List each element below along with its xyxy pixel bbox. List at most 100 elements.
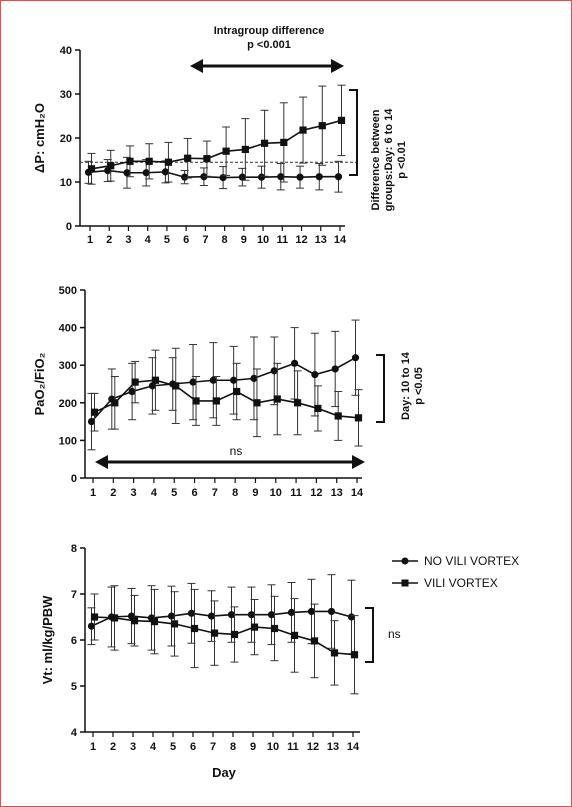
x-tick-label: 9	[250, 741, 256, 753]
intragroup-p-value: p <0.001	[247, 39, 291, 51]
data-point-no-vili	[277, 173, 285, 181]
x-tick-label: 3	[125, 234, 131, 246]
data-point-vili	[172, 382, 180, 390]
x-tick-label: 1	[90, 487, 96, 499]
y-tick-label: 6	[71, 635, 77, 647]
data-point-vili	[354, 414, 363, 422]
data-point-vili	[192, 397, 200, 405]
between-groups-line-1: Difference between	[370, 109, 382, 210]
x-tick-label: 2	[106, 234, 112, 246]
legend: NO VILI VORTEX VILI VORTEX	[392, 554, 519, 590]
x-tick-label: 8	[232, 487, 238, 499]
data-point-vili	[260, 139, 269, 147]
x-tick-label: 8	[230, 741, 236, 753]
data-point-no-vili	[167, 612, 176, 620]
data-point-vili	[184, 154, 192, 162]
panel2-ns-label: ns	[230, 444, 243, 458]
data-point-no-vili	[148, 382, 157, 390]
x-tick-label: 12	[310, 487, 322, 499]
day-range-line-2: p <0.05	[413, 367, 425, 405]
y-tick-label: 200	[59, 398, 77, 410]
x-tick-label: 14	[347, 741, 360, 753]
data-point-no-vili	[123, 169, 131, 177]
x-tick-label: 3	[130, 741, 136, 753]
y-tick-label: 400	[59, 323, 77, 335]
data-point-no-vili	[238, 173, 246, 181]
x-tick-label: 6	[183, 234, 189, 246]
x-tick-label: 2	[110, 487, 116, 499]
data-point-vili	[241, 145, 249, 154]
y-tick-label: 7	[71, 589, 77, 601]
data-point-vili	[280, 138, 288, 146]
data-point-no-vili	[189, 378, 197, 386]
between-groups-label: Difference between groups:Day: 6 to 14 p…	[370, 108, 408, 212]
x-tick-label: 8	[222, 234, 228, 246]
day-range-line-1: Day: 10 to 14	[400, 351, 412, 420]
x-tick-label: 13	[331, 487, 343, 499]
day-range-label: Day: 10 to 14 p <0.05	[400, 351, 425, 420]
data-point-no-vili	[296, 173, 304, 181]
x-tick-label: 12	[295, 234, 307, 246]
data-point-vili	[314, 404, 322, 413]
data-point-no-vili	[187, 609, 196, 617]
data-point-no-vili	[128, 387, 136, 396]
y-axis-label: Vt: ml/kg/PBW	[40, 595, 55, 685]
x-tick-label: 11	[287, 741, 299, 753]
ns-arrow-head-left	[95, 455, 108, 469]
data-point-vili	[170, 620, 179, 628]
data-point-no-vili	[311, 371, 319, 379]
x-tick-label: 4	[150, 741, 157, 753]
data-point-no-vili	[290, 359, 299, 367]
data-point-no-vili	[181, 173, 189, 181]
data-point-vili	[310, 637, 319, 645]
x-tick-label: 10	[270, 487, 282, 499]
data-point-no-vili	[287, 608, 296, 617]
x-tick-label: 14	[334, 234, 347, 246]
data-point-no-vili	[142, 169, 150, 177]
data-point-no-vili	[307, 607, 316, 616]
data-point-no-vili	[87, 622, 96, 630]
data-point-vili	[230, 630, 239, 639]
data-point-vili	[273, 395, 281, 403]
x-tick-label: 13	[327, 741, 339, 753]
data-point-vili	[107, 162, 115, 170]
x-tick-label: 4	[145, 234, 152, 246]
legend-circle-icon	[401, 557, 409, 565]
x-tick-label: 11	[276, 234, 288, 246]
ns-arrow-head-right	[352, 455, 365, 469]
between-groups-bracket	[349, 89, 358, 176]
data-point-no-vili	[351, 354, 360, 362]
y-tick-label: 40	[60, 45, 72, 57]
x-tick-label: 5	[171, 487, 177, 499]
data-point-vili	[270, 624, 279, 633]
y-tick-label: 500	[59, 285, 77, 297]
panel3-ns-label: ns	[388, 627, 401, 641]
legend-label-vili: VILI VORTEX	[424, 576, 498, 590]
x-tick-label: 10	[257, 234, 269, 246]
y-tick-label: 5	[71, 681, 77, 693]
y-tick-label: 10	[60, 177, 72, 189]
y-tick-label: 100	[59, 435, 77, 447]
data-point-vili	[151, 376, 160, 384]
x-tick-label: 7	[202, 234, 208, 246]
data-point-vili	[130, 617, 139, 625]
data-point-vili	[330, 649, 339, 657]
x-tick-label: 11	[290, 487, 302, 499]
data-point-vili	[90, 408, 99, 416]
y-axis-label: PaO₂/FiO₂	[32, 352, 47, 415]
legend-label-no-vili: NO VILI VORTEX	[424, 554, 519, 568]
data-point-vili	[350, 651, 359, 659]
x-tick-label: 6	[191, 487, 197, 499]
data-point-no-vili	[230, 376, 238, 384]
x-tick-label: 7	[210, 741, 216, 753]
data-point-no-vili	[327, 607, 336, 616]
data-point-no-vili	[331, 365, 339, 373]
between-groups-line-2: groups:Day: 6 to 14	[383, 108, 395, 212]
data-point-vili	[250, 623, 259, 631]
data-point-vili	[210, 629, 219, 637]
data-point-no-vili	[87, 418, 96, 426]
